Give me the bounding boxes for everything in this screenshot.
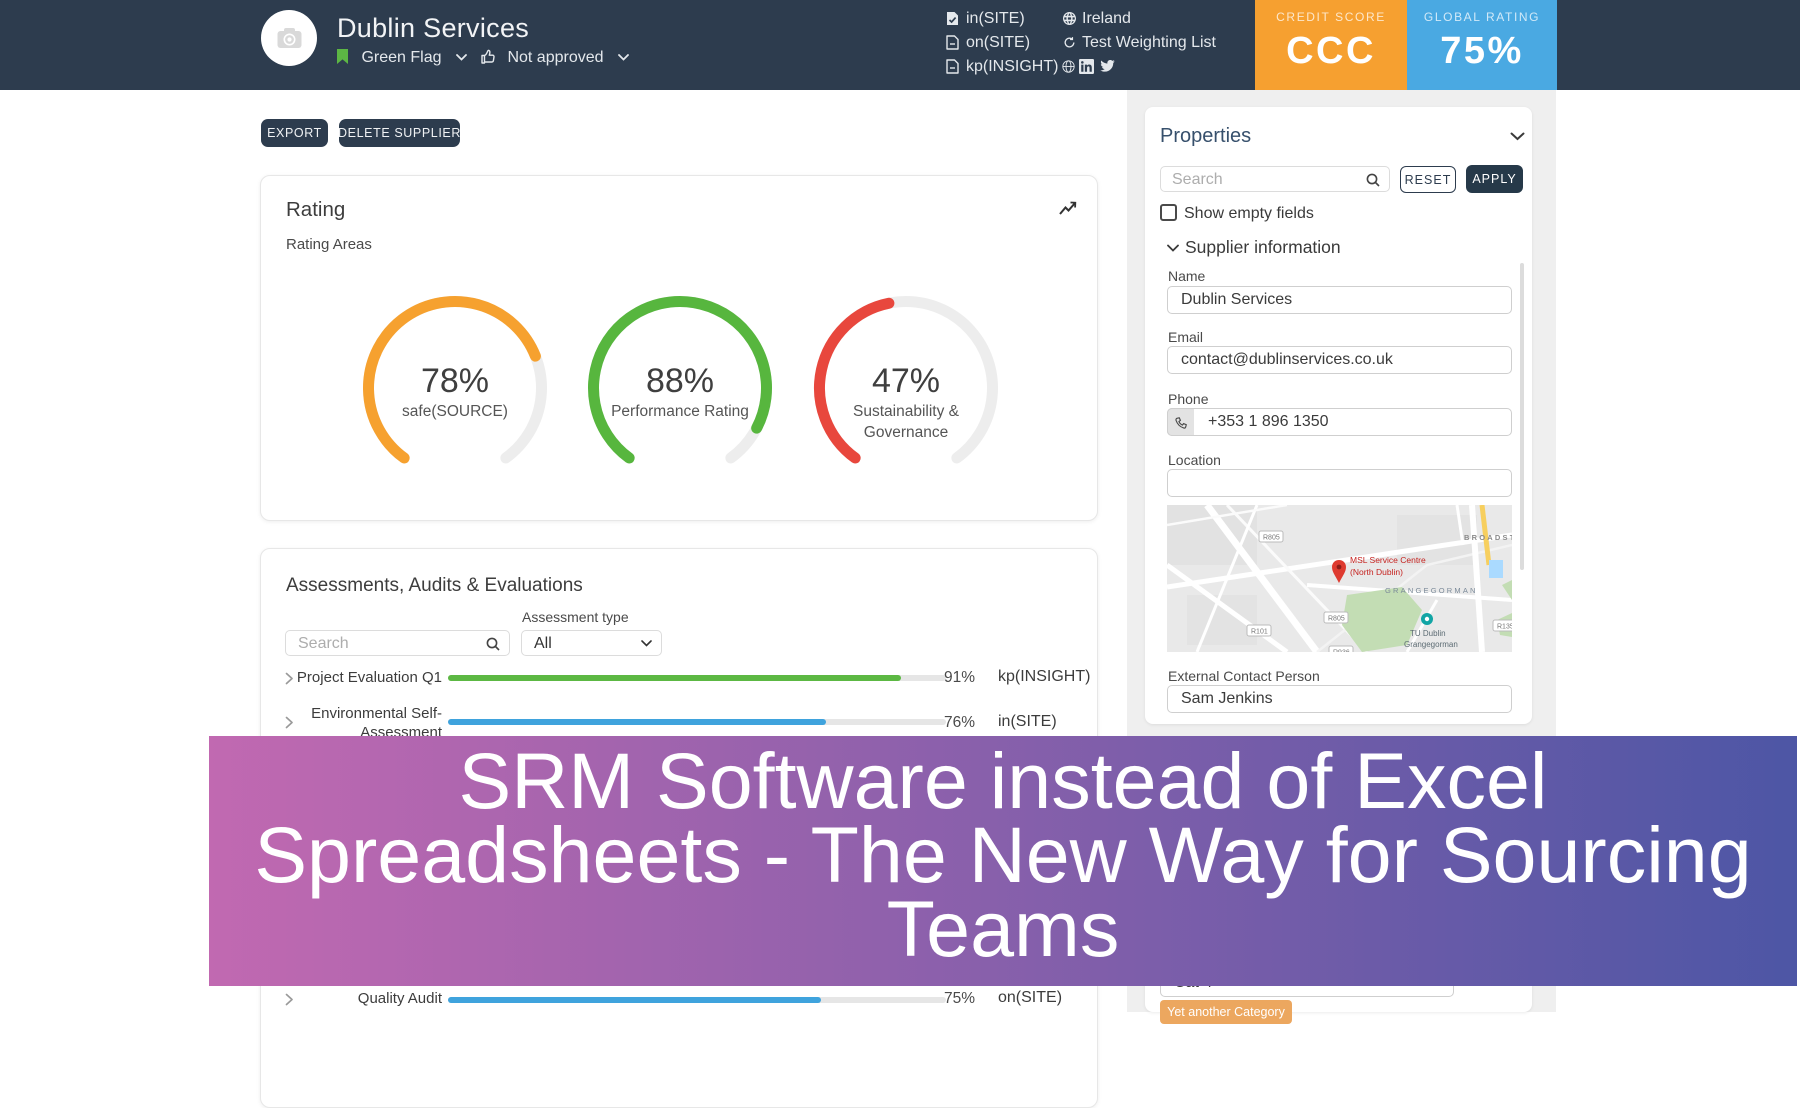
svg-text:R101: R101 bbox=[1251, 629, 1268, 636]
svg-text:MSL Service Centre: MSL Service Centre bbox=[1350, 555, 1426, 565]
svg-text:R936: R936 bbox=[1333, 650, 1350, 653]
svg-text:GRANGEGORMAN: GRANGEGORMAN bbox=[1385, 586, 1478, 595]
svg-text:R805: R805 bbox=[1263, 535, 1280, 542]
svg-text:(North Dublin): (North Dublin) bbox=[1350, 567, 1403, 577]
svg-text:TU Dublin: TU Dublin bbox=[1410, 629, 1446, 638]
svg-text:R135: R135 bbox=[1497, 624, 1512, 631]
svg-text:R805: R805 bbox=[1328, 616, 1345, 623]
svg-text:BROADSTO: BROADSTO bbox=[1464, 533, 1512, 542]
svg-text:Grangegorman: Grangegorman bbox=[1404, 640, 1458, 649]
